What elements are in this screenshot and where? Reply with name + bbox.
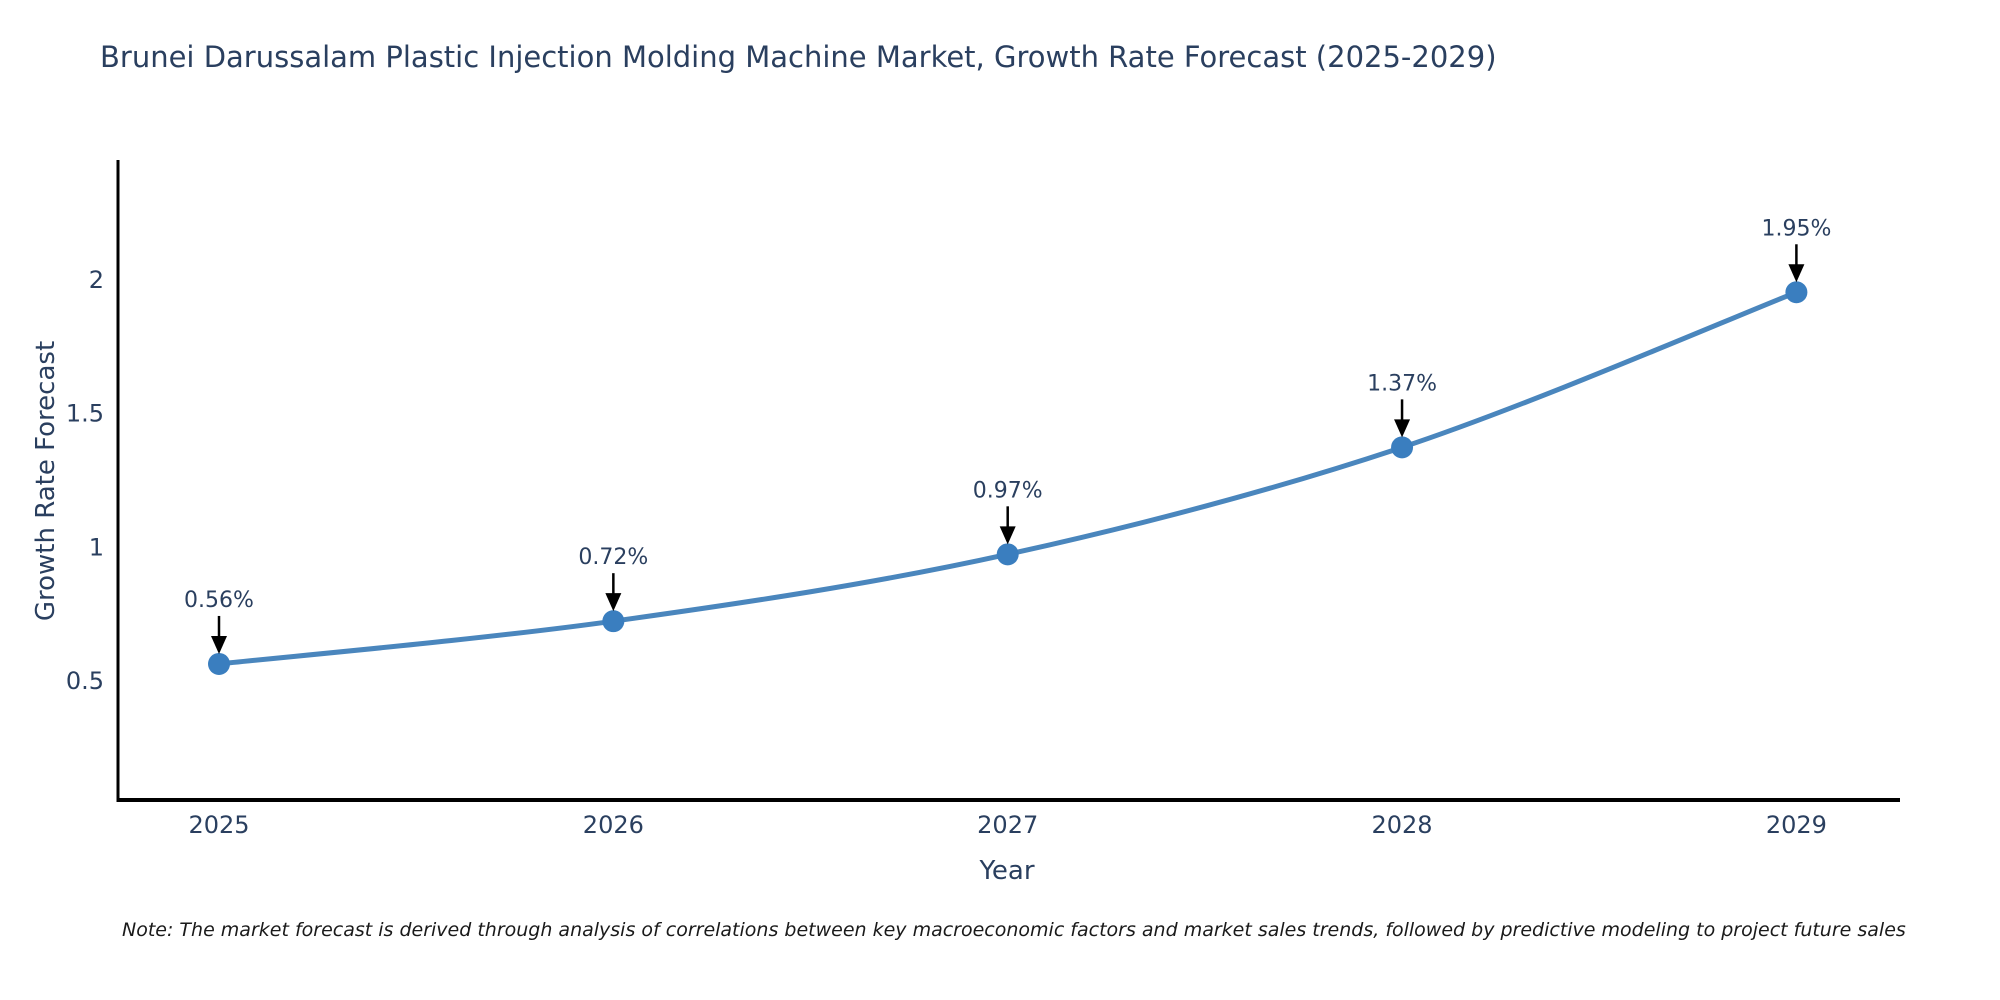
x-tick-label: 2028	[1372, 811, 1433, 839]
data-point-2029[interactable]	[1785, 281, 1808, 304]
data-point-2026[interactable]	[602, 610, 625, 633]
data-point-2025[interactable]	[208, 652, 230, 675]
y-tick-label: 1	[89, 533, 104, 561]
x-tick-label: 2029	[1766, 811, 1827, 839]
x-axis-title: Year	[979, 856, 1035, 886]
footnote: Note: The market forecast is derived thr…	[122, 919, 1906, 941]
annotation-arrowhead-icon	[1394, 419, 1411, 438]
x-tick-label: 2027	[977, 811, 1038, 839]
x-tick-label: 2025	[188, 811, 249, 839]
data-point-2027[interactable]	[996, 543, 1019, 566]
point-value-label: 0.72%	[578, 545, 648, 570]
y-axis-title: Growth Rate Forecast	[31, 340, 61, 622]
y-tick-label: 0.5	[66, 667, 104, 695]
annotation-arrowhead-icon	[605, 593, 622, 612]
y-tick-label: 2	[89, 266, 104, 294]
point-value-label: 1.37%	[1367, 371, 1437, 396]
y-tick-label: 1.5	[66, 400, 104, 428]
point-value-label: 0.56%	[184, 588, 254, 613]
annotation-arrowhead-icon	[1788, 264, 1805, 283]
point-value-label: 0.97%	[973, 478, 1043, 503]
data-point-2028[interactable]	[1391, 436, 1414, 459]
x-tick-label: 2026	[583, 811, 644, 839]
annotation-arrowhead-icon	[999, 526, 1016, 545]
annotation-arrowhead-icon	[211, 635, 227, 654]
chart-title: Brunei Darussalam Plastic Injection Mold…	[100, 40, 1497, 74]
point-value-label: 1.95%	[1761, 216, 1831, 241]
